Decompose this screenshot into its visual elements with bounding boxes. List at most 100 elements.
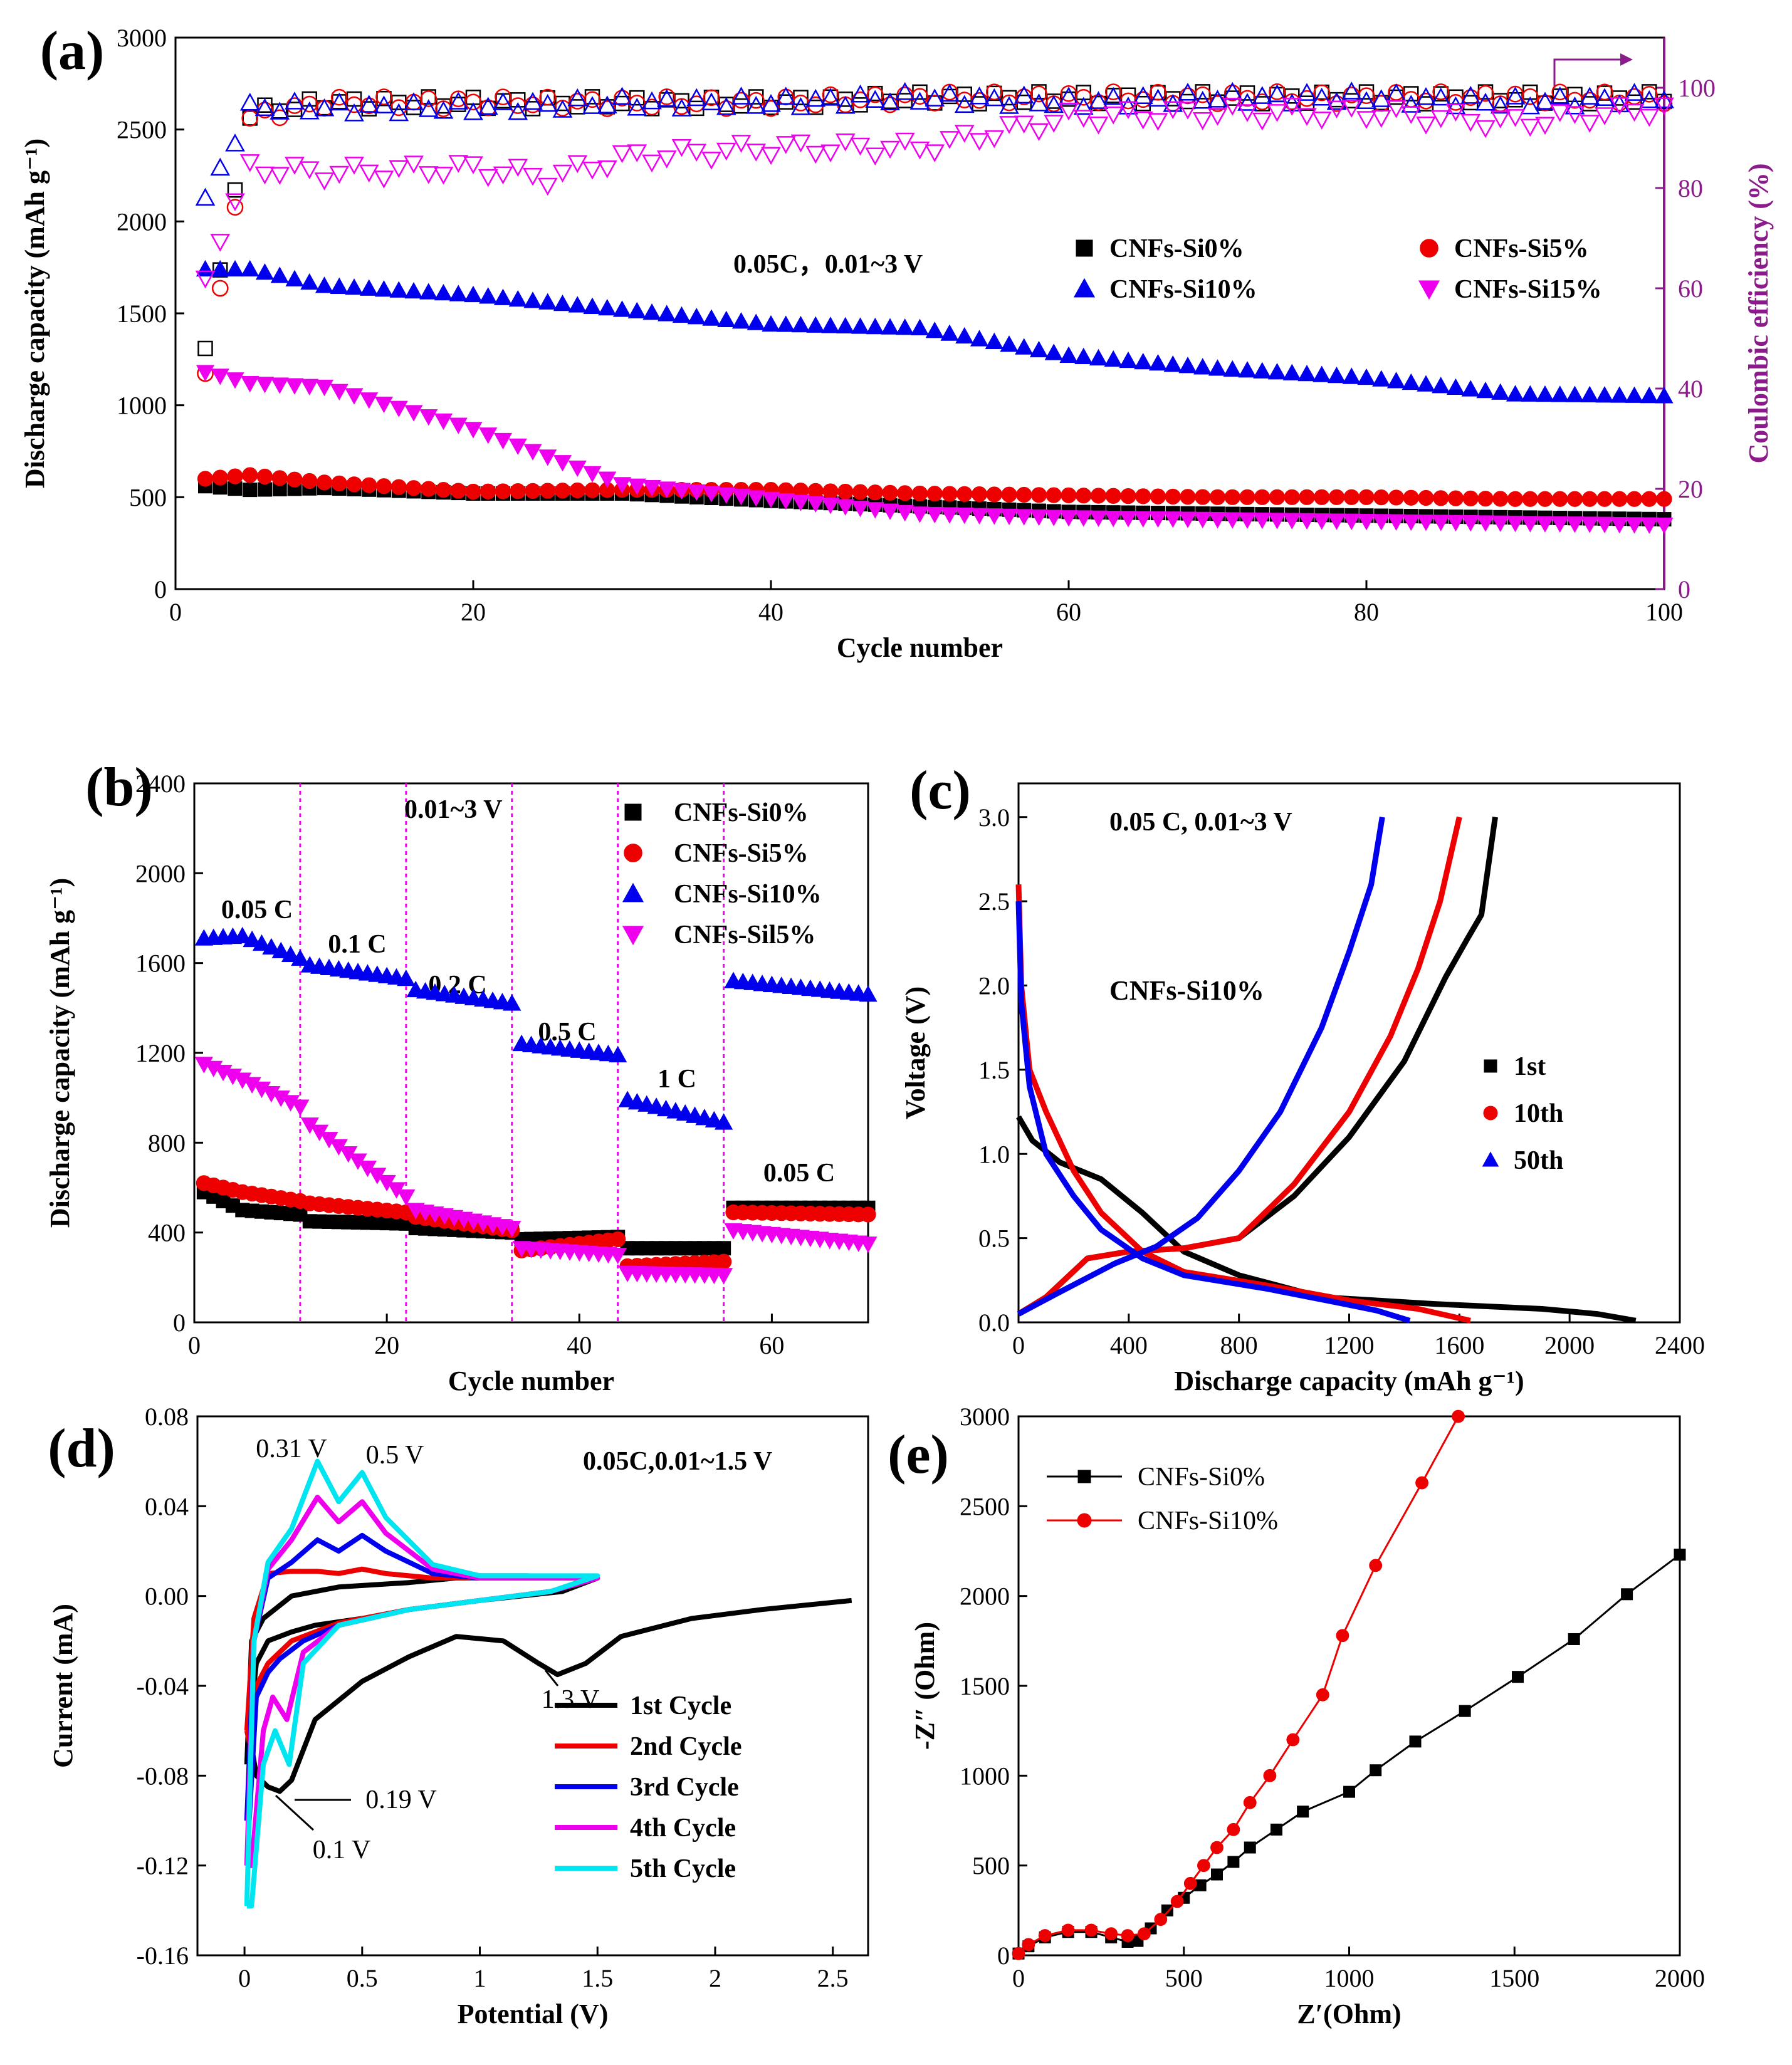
- capacity-point: [1552, 491, 1568, 507]
- capacity-point: [330, 384, 348, 400]
- efficiency-point: [701, 92, 721, 111]
- efficiency-point: [866, 86, 884, 103]
- y-tick-label: -0.12: [137, 1852, 189, 1880]
- efficiency-point: [1341, 81, 1362, 100]
- efficiency-point: [850, 84, 871, 103]
- y-tick-label: 500: [972, 1852, 1010, 1880]
- x-axis-label: Z′(Ohm): [1297, 1999, 1401, 2029]
- capacity-point: [822, 483, 839, 499]
- right-y-tick-label: 40: [1678, 375, 1703, 403]
- capacity-point: [255, 263, 275, 280]
- capacity-point: [1565, 385, 1585, 402]
- capacity-point: [271, 941, 290, 959]
- legend-marker: [624, 803, 642, 821]
- capacity-point: [896, 504, 914, 522]
- legend-label: CNFs-Sil5%: [674, 921, 815, 949]
- y-tick-label: -0.08: [137, 1762, 189, 1790]
- efficiency-point: [1030, 85, 1047, 103]
- efficiency-arrow-head: [1620, 53, 1633, 66]
- efficiency-point: [270, 102, 290, 120]
- x-tick-label: 2400: [1655, 1331, 1705, 1359]
- efficiency-point: [1609, 97, 1630, 115]
- efficiency-point: [254, 166, 275, 185]
- panel-c: 0 400 800 1200 1600 2000 2400 0.0 0.5 1.0 1.5 2.0 2.…: [900, 760, 1705, 1396]
- efficiency-point: [642, 154, 662, 173]
- efficiency-point: [1014, 85, 1034, 104]
- x-tick-label: 40: [567, 1331, 592, 1359]
- efficiency-point: [1520, 118, 1541, 137]
- efficiency-point: [1192, 90, 1213, 109]
- capacity-point: [449, 285, 468, 301]
- 10th-discharge-curve: [1015, 884, 1471, 1324]
- efficiency-point: [1045, 95, 1062, 112]
- efficiency-point: [733, 91, 750, 109]
- efficiency-point: [433, 100, 454, 119]
- efficiency-point: [1163, 101, 1183, 120]
- capacity-point: [658, 305, 676, 322]
- capacity-point: [1640, 517, 1658, 534]
- capacity-point: [1610, 386, 1629, 403]
- y-axis-label: Discharge capacity (mAh g⁻¹): [19, 139, 50, 488]
- efficiency-point: [359, 164, 379, 183]
- efficiency-point: [746, 144, 767, 162]
- capacity-point: [258, 482, 272, 497]
- efficiency-point: [285, 157, 305, 175]
- legend-label: 1st: [1514, 1052, 1546, 1081]
- efficiency-point: [985, 83, 1003, 101]
- capacity-point: [345, 388, 364, 405]
- efficiency-point: [1029, 93, 1049, 112]
- impedance-point: [1343, 1785, 1355, 1798]
- x-tick-label: 1.5: [582, 1964, 613, 1992]
- capacity-point: [1641, 491, 1657, 507]
- efficiency-point: [1237, 104, 1257, 122]
- efficiency-point: [374, 95, 394, 113]
- capacity-point: [762, 491, 780, 509]
- efficiency-point: [1564, 96, 1585, 115]
- capacity-point: [806, 316, 825, 333]
- panel-label: (b): [85, 757, 153, 818]
- efficiency-point: [404, 155, 424, 174]
- capacity-point: [687, 484, 706, 501]
- efficiency-point: [1430, 110, 1451, 128]
- peak-label: 0.1 V: [313, 1836, 371, 1864]
- capacity-point: [860, 1206, 876, 1223]
- right-y-tick-label: 80: [1678, 174, 1703, 202]
- capacity-point: [610, 1231, 626, 1248]
- efficiency-point: [1179, 87, 1197, 105]
- capacity-point: [464, 422, 483, 439]
- efficiency-point: [1430, 87, 1451, 106]
- capacity-point: [1089, 510, 1108, 527]
- efficiency-point: [495, 93, 511, 109]
- efficiency-point: [1341, 100, 1362, 118]
- efficiency-point: [969, 133, 990, 151]
- impedance-point: [1243, 1796, 1257, 1809]
- capacity-point: [262, 938, 281, 955]
- series-CNFs-Sil5%: [194, 1057, 878, 1285]
- impedance-point: [1286, 1733, 1300, 1747]
- capacity-point: [503, 994, 521, 1011]
- efficiency-point: [1624, 103, 1645, 122]
- capacity-point: [1195, 489, 1211, 505]
- x-tick-label: 0: [1012, 1331, 1025, 1359]
- capacity-point: [1238, 512, 1257, 529]
- efficiency-point: [612, 145, 632, 164]
- efficiency-point: [463, 102, 483, 120]
- efficiency-point: [1014, 115, 1034, 134]
- efficiency-point: [1311, 87, 1332, 106]
- y-tick-label: 2.0: [978, 972, 1010, 1000]
- efficiency-point: [584, 91, 601, 108]
- capacity-point: [702, 309, 721, 326]
- x-tick-label: 1: [474, 1964, 486, 1992]
- efficiency-point: [1252, 112, 1272, 131]
- x-tick-label: 400: [1110, 1331, 1148, 1359]
- efficiency-point: [716, 97, 736, 115]
- capacity-point: [791, 494, 810, 511]
- capacity-point: [627, 478, 646, 495]
- capacity-point: [301, 473, 318, 489]
- capacity-point: [252, 934, 271, 951]
- peak-pointer: [544, 1670, 559, 1686]
- capacity-point: [375, 478, 392, 494]
- capacity-point: [866, 502, 884, 519]
- capacity-point: [642, 303, 661, 320]
- x-tick-label: 0.5: [347, 1964, 378, 1992]
